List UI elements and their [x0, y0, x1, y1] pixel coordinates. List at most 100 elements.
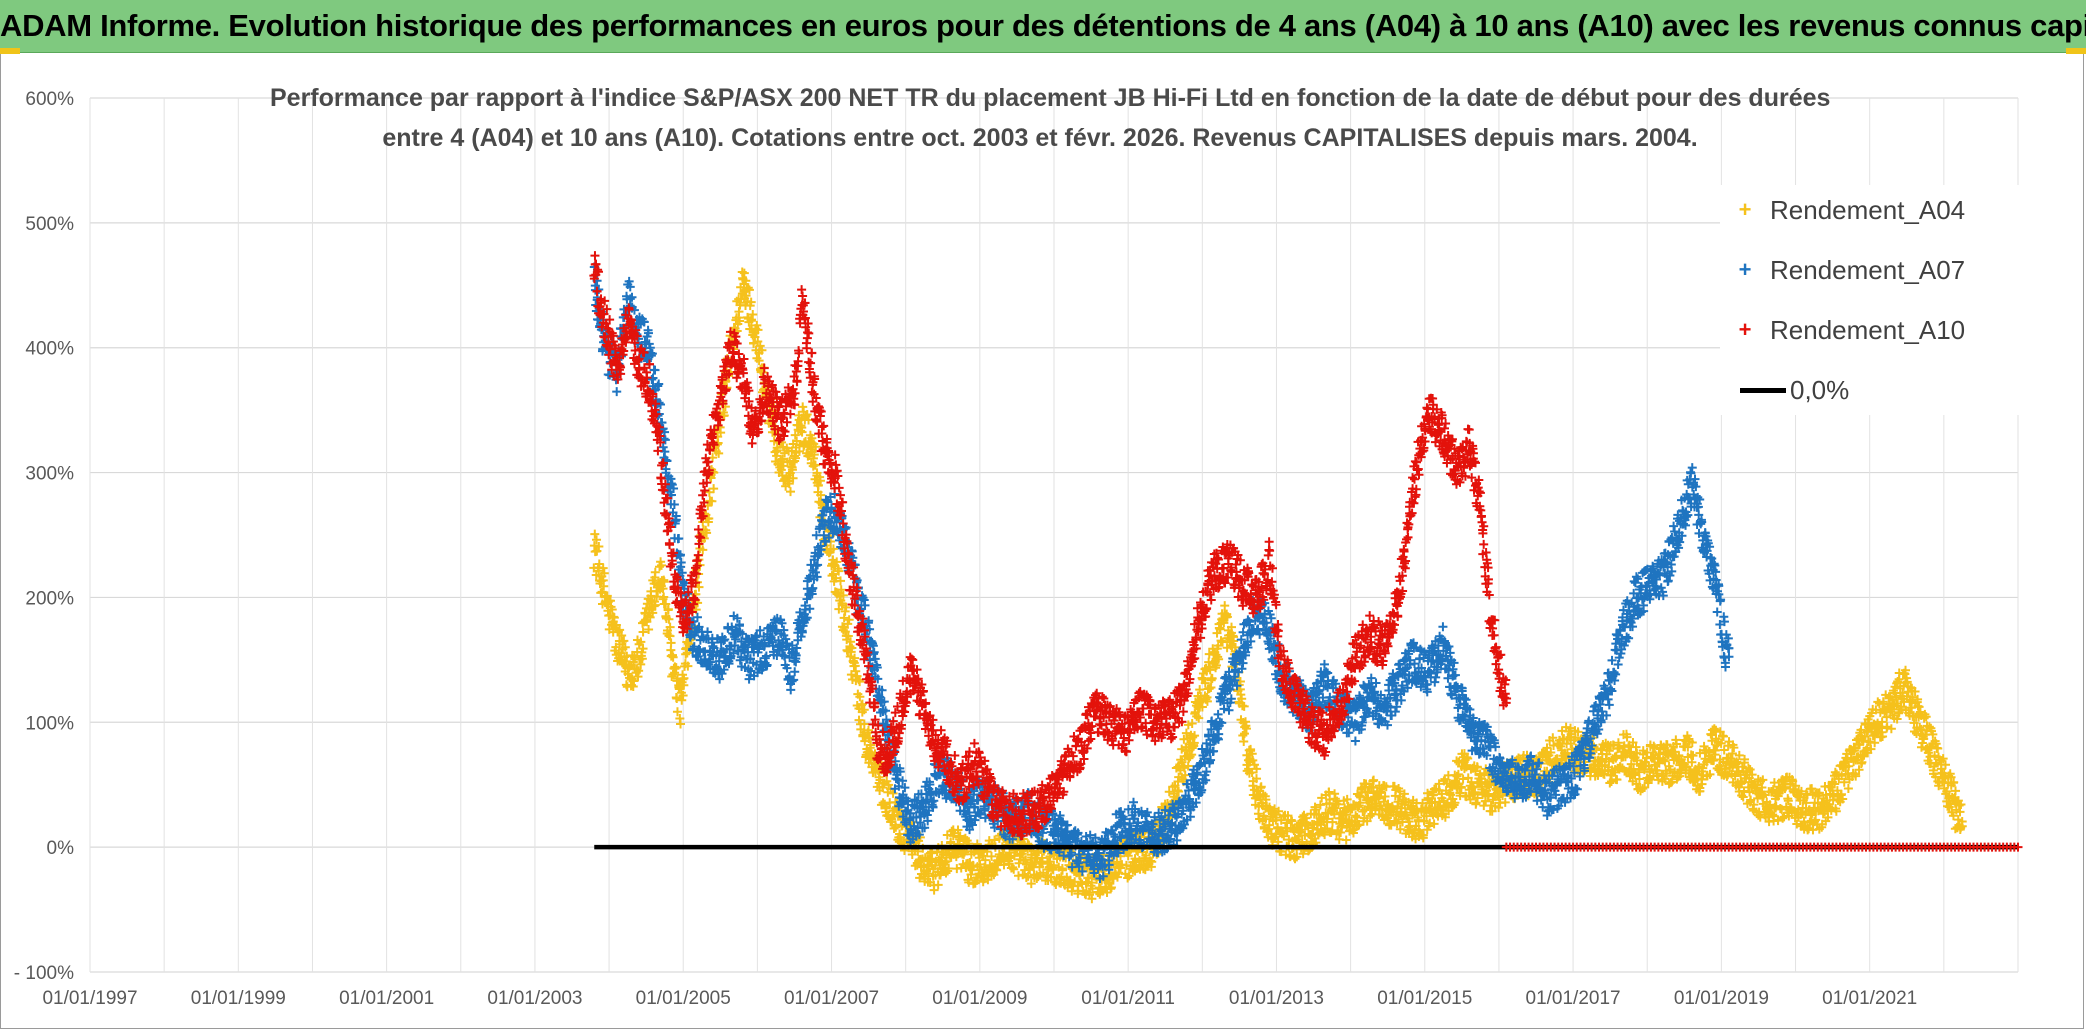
a04-point [844, 615, 854, 625]
a04-point [1195, 685, 1205, 695]
x-tick-label: 01/01/2021 [1822, 988, 1917, 1009]
a04-point [810, 460, 820, 470]
a04-point [744, 285, 754, 295]
a04-point [748, 310, 758, 320]
a04-point [1341, 835, 1351, 845]
y-tick-label: 500% [25, 214, 74, 235]
y-tick-label: 200% [25, 588, 74, 609]
a04-point [859, 705, 869, 715]
a04-point [629, 676, 639, 686]
a04-point [659, 577, 669, 587]
a07-point [612, 387, 622, 397]
a04-point [850, 653, 860, 663]
a04-point [809, 450, 819, 460]
x-tick-label: 01/01/2009 [932, 988, 1027, 1009]
y-tick-label: 600% [25, 89, 74, 110]
a04-point [859, 719, 869, 729]
page-banner: ADAM Informe. Evolution historique des p… [0, 0, 2086, 53]
a04-point [838, 590, 848, 600]
a04-point [596, 588, 606, 598]
a04-point [734, 307, 744, 317]
a04-point [599, 568, 609, 578]
banner-corner-left [0, 48, 20, 54]
x-tick-label: 01/01/2001 [339, 988, 434, 1009]
a04-point [854, 715, 864, 725]
a04-point [753, 325, 763, 335]
x-tick-label: 01/01/1997 [42, 988, 137, 1009]
a04-point [832, 557, 842, 567]
a04-point [843, 631, 853, 641]
a04-point [1009, 864, 1019, 874]
a04-point [815, 476, 825, 486]
x-tick-label: 01/01/2003 [487, 988, 582, 1009]
a04-point [843, 619, 853, 629]
a04-point [683, 661, 693, 671]
a07-point [1128, 797, 1138, 807]
a04-point [1049, 860, 1059, 870]
x-tick-label: 01/01/2019 [1674, 988, 1769, 1009]
a07-point [627, 292, 637, 302]
a04-point [698, 545, 708, 555]
a07-point [1350, 736, 1360, 746]
a04-point [599, 581, 609, 591]
a04-point [1886, 724, 1896, 734]
a04-point [607, 605, 617, 615]
a04-point [980, 855, 990, 865]
a04-point [592, 546, 602, 556]
a04-point [863, 725, 873, 735]
a07-point [650, 365, 660, 375]
a04-point [620, 642, 630, 652]
a04-point [615, 625, 625, 635]
a04-point [1220, 601, 1230, 611]
a04-point [638, 644, 648, 654]
a04-point [664, 614, 674, 624]
a04-point [707, 496, 717, 506]
a04-point [855, 692, 865, 702]
a04-point [749, 338, 759, 348]
y-tick-label: 400% [25, 339, 74, 360]
a04-point [1046, 872, 1056, 882]
a04-point [746, 297, 756, 307]
a04-point [739, 268, 749, 278]
a04-point [650, 567, 660, 577]
a04-point [638, 627, 648, 637]
a04-point [676, 719, 686, 729]
series-rendement-a04 [589, 267, 1967, 904]
a04-point [735, 316, 745, 326]
a04-point [716, 428, 726, 438]
a04-point [1882, 722, 1892, 732]
y-axis-ticks: - 100%0%100%200%300%400%500%600% [14, 89, 74, 984]
a04-point [855, 677, 865, 687]
a04-point [602, 591, 612, 601]
a04-point [665, 631, 675, 641]
a04-point [678, 691, 688, 701]
y-tick-label: 100% [25, 713, 74, 734]
a04-point [790, 430, 800, 440]
a04-point [870, 749, 880, 759]
a04-point [929, 885, 939, 895]
a04-point [752, 320, 762, 330]
a04-point [816, 490, 826, 500]
x-tick-label: 01/01/2011 [1081, 988, 1175, 1009]
a04-point [891, 822, 901, 832]
a04-point [1239, 736, 1249, 746]
a04-point [1207, 673, 1217, 683]
a07-point [1224, 705, 1234, 715]
a04-point [1021, 873, 1031, 883]
a07-point [893, 775, 903, 785]
a04-point [1026, 879, 1036, 889]
a07-point [870, 654, 880, 664]
a04-point [754, 356, 764, 366]
a04-point [714, 448, 724, 458]
x-tick-label: 01/01/2013 [1229, 988, 1324, 1009]
a04-point [846, 637, 856, 647]
a04-point [847, 643, 857, 653]
a04-point [679, 680, 689, 690]
a04-point [794, 446, 804, 456]
x-tick-label: 01/01/2017 [1526, 988, 1621, 1009]
a04-point [644, 624, 654, 634]
a04-point [648, 608, 658, 618]
a04-point [709, 484, 719, 494]
a04-point [672, 707, 682, 717]
